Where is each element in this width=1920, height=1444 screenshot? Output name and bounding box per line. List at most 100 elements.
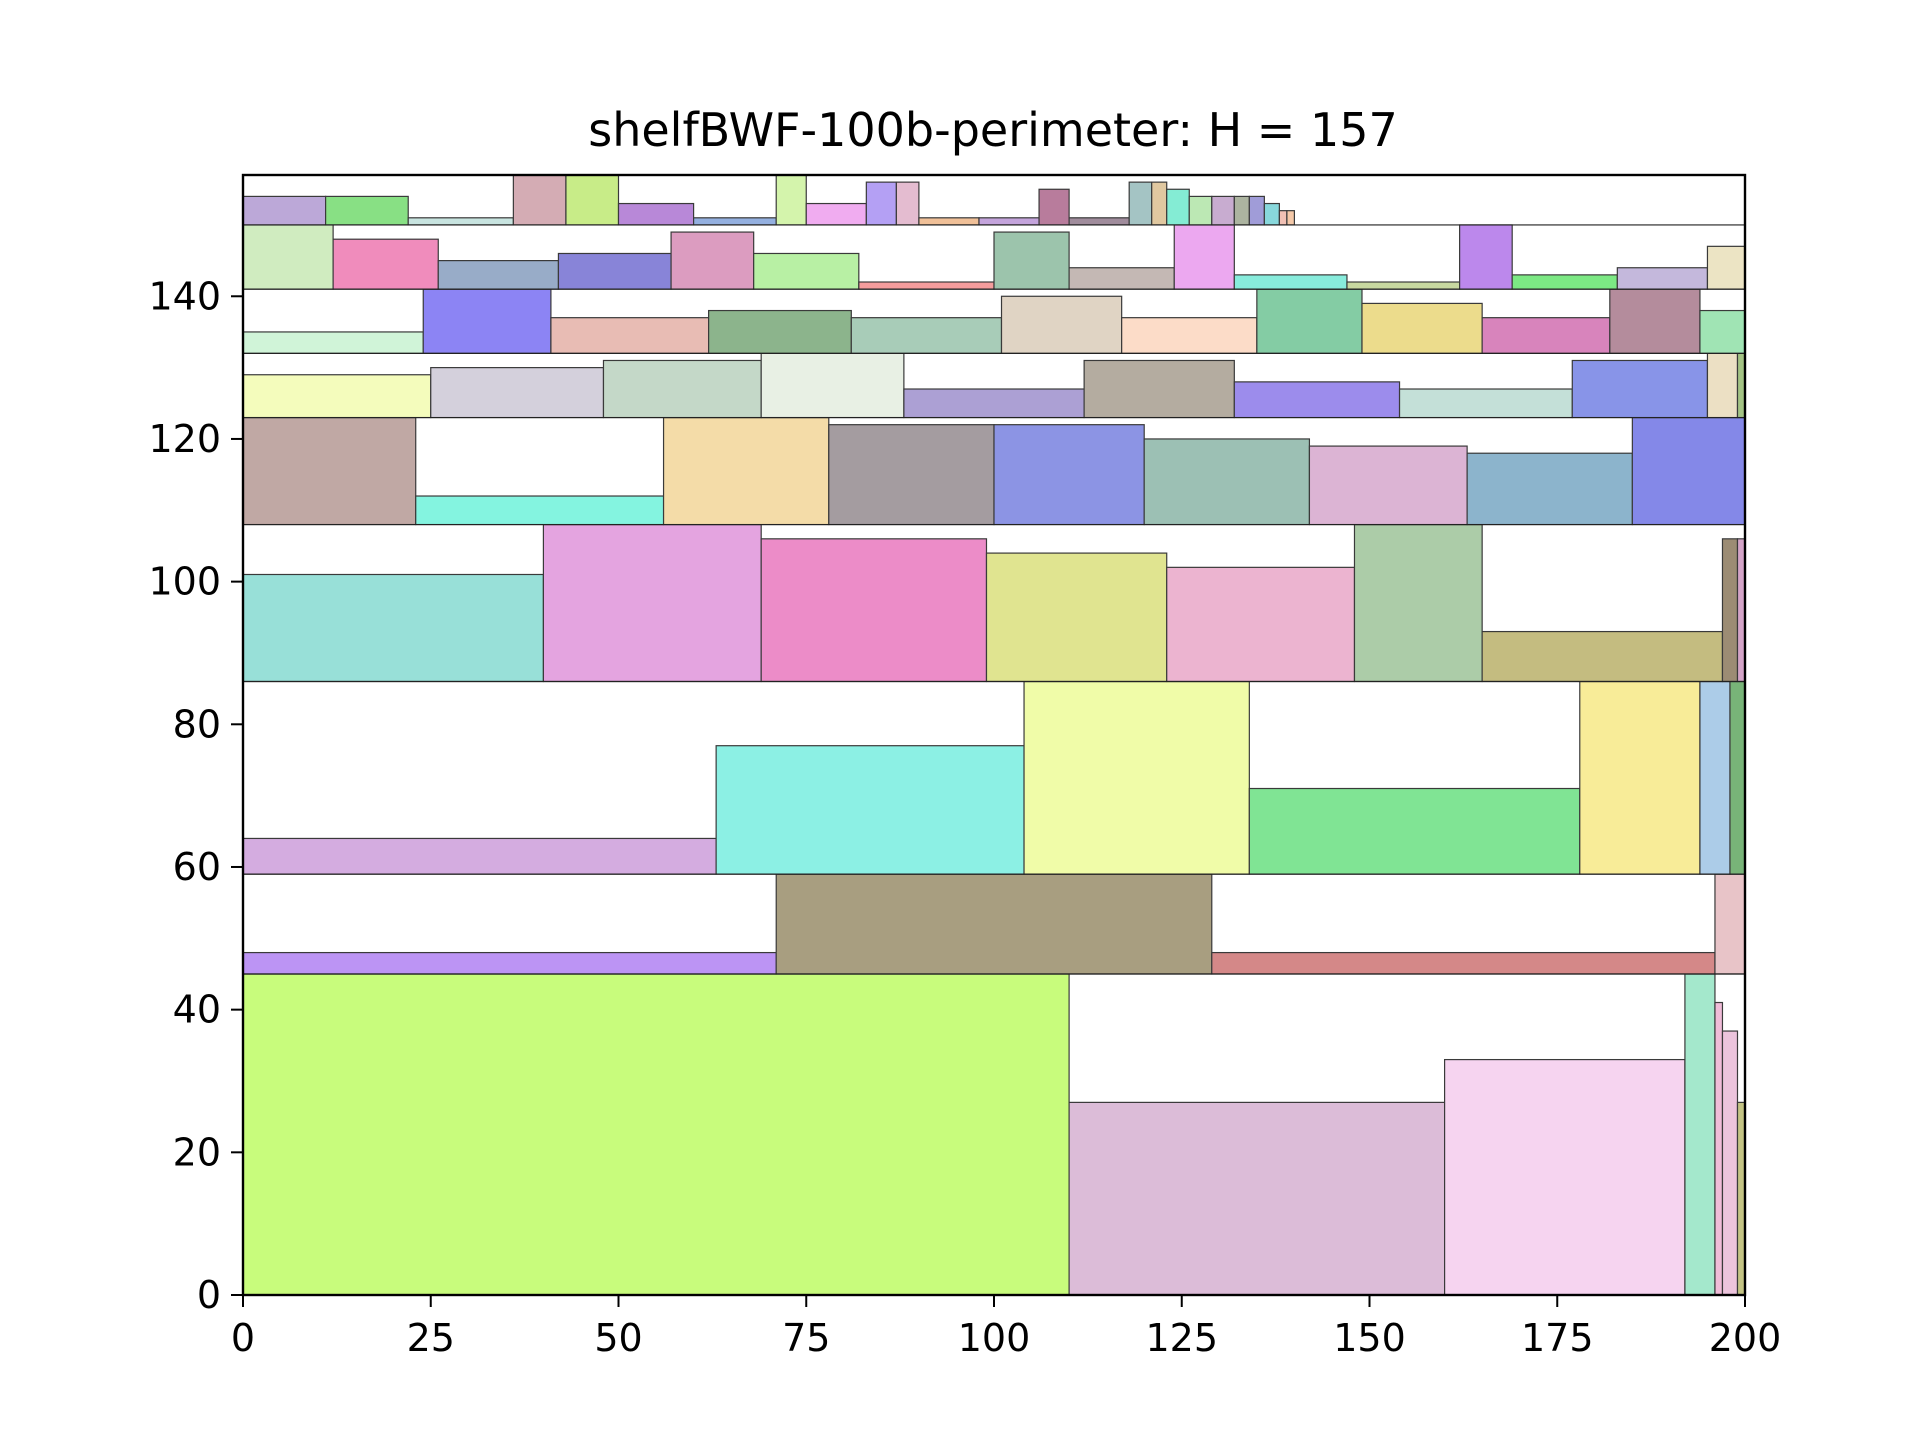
x-axis: 0 25 50 75 100 125 150 175 200 [231,1295,1781,1360]
packed-rect-89 [1068,217,1130,226]
packed-rect-17 [1729,680,1746,875]
packed-rect-20 [760,538,988,683]
packed-rect-58 [1699,309,1746,354]
packed-rect-23 [1353,523,1483,683]
packed-rect-98 [1278,210,1288,226]
packed-rect-47 [242,331,424,354]
y-tick-label-2: 40 [173,988,221,1032]
packed-rect-40 [903,388,1085,419]
packed-rect-15 [1579,680,1701,875]
packed-rect-22 [1166,566,1356,683]
packed-rect-25 [1721,538,1739,683]
packed-rect-34 [1466,452,1633,526]
packed-rect-43 [1398,388,1573,419]
x-tick-label-0: 0 [231,1316,255,1360]
packed-rect-30 [828,424,995,526]
packed-rect-69 [1233,274,1348,290]
packed-rect-91 [1151,181,1168,226]
packed-rect-66 [993,231,1070,290]
packed-rect-76 [325,195,409,226]
packed-rect-73 [1616,267,1709,290]
y-tick-label-3: 60 [173,845,221,889]
packed-rect-75 [242,195,327,226]
packed-rect-2 [1443,1058,1686,1296]
packed-rect-72 [1511,274,1618,290]
packed-rect-88 [1038,188,1070,226]
x-tick-label-5: 125 [1145,1316,1218,1360]
packed-rect-95 [1233,195,1250,226]
packed-rect-8 [775,873,1213,975]
packed-rect-54 [1256,288,1363,354]
packed-rect-94 [1211,195,1235,226]
x-tick-label-6: 150 [1333,1316,1406,1360]
packed-rect-99 [1286,210,1296,226]
packed-rect-97 [1263,202,1280,226]
packed-rect-68 [1173,224,1235,290]
packed-rect-24 [1481,630,1724,683]
packed-rect-92 [1166,188,1190,226]
packed-rect-81 [692,217,777,226]
packed-rect-7 [242,951,777,975]
packed-rect-19 [542,523,762,683]
packed-rect-12 [715,745,1025,875]
packed-rect-84 [865,181,897,226]
packed-rect-11 [242,837,717,875]
x-tick-label-8: 200 [1709,1316,1782,1360]
rects-layer [242,174,1746,1296]
packed-rect-96 [1248,195,1265,226]
packed-rect-51 [850,317,1003,354]
packed-rect-85 [895,181,920,226]
packed-rect-90 [1128,181,1153,226]
packed-rect-60 [332,238,439,290]
x-tick-label-4: 100 [958,1316,1031,1360]
packed-rect-65 [858,281,995,290]
packed-rect-33 [1308,445,1468,526]
x-tick-label-2: 50 [594,1316,642,1360]
packed-rect-0 [242,973,1070,1296]
packed-rect-61 [437,260,560,290]
packed-rect-74 [1706,245,1746,290]
packed-rect-35 [1631,416,1746,526]
packed-rect-31 [993,424,1145,526]
packed-rect-57 [1609,288,1701,354]
packed-rect-49 [550,317,710,354]
packed-rect-27 [242,416,417,526]
x-tick-label-1: 25 [407,1316,455,1360]
packed-rect-18 [242,573,544,683]
x-tick-label-3: 75 [782,1316,830,1360]
packed-rect-13 [1023,680,1250,875]
packed-rect-53 [1121,317,1258,354]
y-tick-label-7: 140 [148,274,221,318]
packed-rect-38 [602,359,762,419]
packed-rect-55 [1361,302,1483,354]
packed-rect-86 [918,217,980,226]
packed-rect-70 [1346,281,1461,290]
packed-rect-28 [415,495,665,526]
packed-rect-62 [557,252,672,290]
packed-rect-1 [1068,1101,1446,1296]
packed-rect-52 [1000,295,1123,354]
packed-rect-63 [670,231,755,290]
packed-rect-82 [775,174,807,226]
packed-rect-5 [1721,1030,1739,1296]
packed-rect-56 [1481,317,1611,354]
packed-rect-39 [760,352,905,419]
packed-rect-93 [1188,195,1213,226]
packed-rect-10 [1714,873,1746,975]
packed-rect-45 [1706,352,1739,419]
packed-rect-14 [1248,787,1581,875]
y-axis: 0 20 40 60 80 100 120 140 [148,274,243,1317]
packed-rect-42 [1233,381,1401,419]
packed-rect-87 [978,217,1040,226]
packed-rect-4 [1714,1001,1724,1296]
packed-rect-41 [1083,359,1235,419]
packed-rect-80 [617,202,695,226]
packed-rect-29 [662,416,830,526]
packed-rect-78 [512,174,567,226]
packed-rect-32 [1143,438,1311,526]
y-tick-label-0: 0 [197,1273,221,1317]
packed-rect-77 [407,217,514,226]
packed-rect-3 [1684,973,1716,1296]
